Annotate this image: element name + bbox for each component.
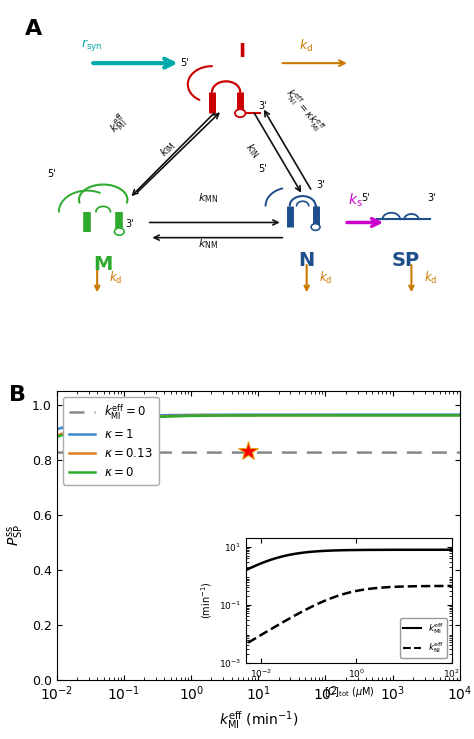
- Circle shape: [235, 109, 246, 118]
- Text: 5': 5': [47, 169, 55, 179]
- Text: $k_{\rm d}$: $k_{\rm d}$: [319, 270, 332, 286]
- Text: 3': 3': [258, 101, 267, 111]
- Circle shape: [115, 228, 124, 235]
- Text: M: M: [93, 254, 113, 273]
- Text: $k_{\rm d}$: $k_{\rm d}$: [299, 38, 313, 54]
- Text: I: I: [238, 42, 246, 61]
- Text: B: B: [9, 385, 26, 405]
- Circle shape: [311, 224, 320, 231]
- Text: $k^{\rm eff}_{\rm MI}$: $k^{\rm eff}_{\rm MI}$: [105, 110, 133, 138]
- Text: N: N: [299, 251, 315, 270]
- Text: $k_{\rm IM}$: $k_{\rm IM}$: [157, 138, 178, 160]
- Text: 5': 5': [361, 193, 370, 203]
- Text: $k_{\rm NM}$: $k_{\rm NM}$: [198, 236, 218, 251]
- Text: SP: SP: [392, 251, 419, 270]
- Text: $k_{\rm s}$: $k_{\rm s}$: [347, 191, 363, 208]
- Text: A: A: [25, 19, 42, 39]
- Text: 5': 5': [258, 164, 267, 174]
- Text: $k^{\rm eff}_{\rm NI} = \kappa k^{\rm eff}_{\rm MI}$: $k^{\rm eff}_{\rm NI} = \kappa k^{\rm ef…: [282, 86, 328, 137]
- Text: $k_{\rm d}$: $k_{\rm d}$: [109, 270, 123, 286]
- Text: 3': 3': [125, 219, 134, 229]
- Text: $k_{\rm IN}$: $k_{\rm IN}$: [242, 140, 263, 161]
- Text: 3': 3': [428, 193, 436, 203]
- X-axis label: $k^{\rm eff}_{\rm MI}\ ({\rm min}^{-1})$: $k^{\rm eff}_{\rm MI}\ ({\rm min}^{-1})$: [219, 709, 298, 731]
- Legend: $k^{\rm eff}_{\rm MI} = 0$, $\kappa = 1$, $\kappa = 0.13$, $\kappa = 0$: $k^{\rm eff}_{\rm MI} = 0$, $\kappa = 1$…: [63, 397, 158, 485]
- Y-axis label: $P^{\rm ss}_{\rm SP}$: $P^{\rm ss}_{\rm SP}$: [7, 524, 27, 546]
- Text: 3': 3': [317, 180, 325, 190]
- Text: 5': 5': [180, 58, 189, 68]
- Text: $k_{\rm d}$: $k_{\rm d}$: [424, 270, 437, 286]
- Text: $k_{\rm MN}$: $k_{\rm MN}$: [198, 191, 218, 205]
- Text: $r_{\rm syn}$: $r_{\rm syn}$: [81, 36, 103, 52]
